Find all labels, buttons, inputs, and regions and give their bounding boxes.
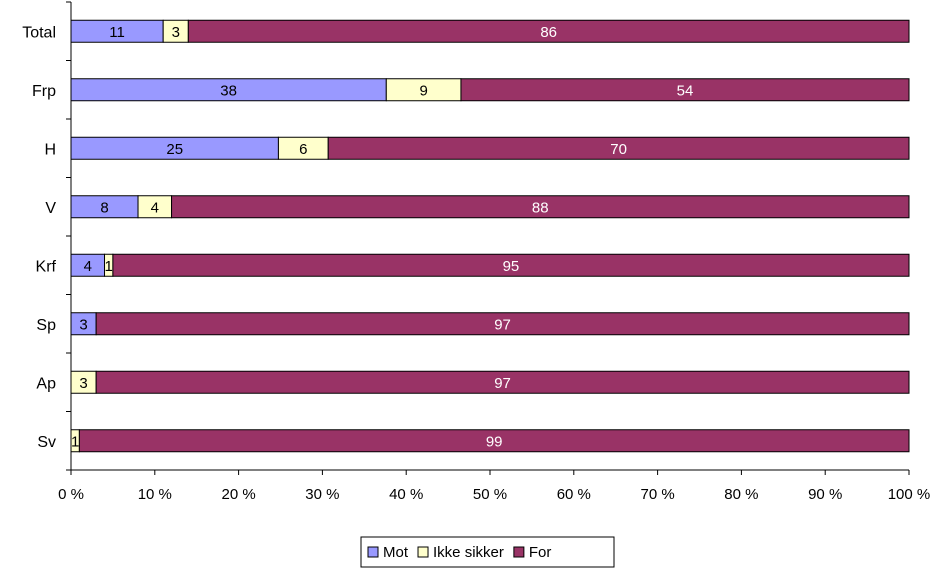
legend-swatch	[513, 546, 525, 558]
bar-segment	[95, 370, 910, 394]
data-label: 88	[532, 199, 549, 216]
data-label: 86	[540, 24, 557, 41]
x-tick-label: 30 %	[305, 486, 339, 503]
category-label: H	[44, 141, 56, 158]
legend-label: For	[529, 544, 552, 561]
bar-segment	[327, 136, 910, 160]
axes-layer: Total Frp H V Krf Sp Ap Sv 0 % 10 % 20 % 30 % 40 % 50…	[22, 1, 931, 503]
x-tick-label: 80 %	[724, 486, 758, 503]
data-label: 54	[677, 82, 694, 99]
data-label: 1	[71, 433, 79, 450]
category-label: V	[45, 200, 56, 217]
x-tick-label: 0 %	[58, 486, 84, 503]
category-label: Sv	[37, 434, 56, 451]
category-label: Ap	[36, 375, 56, 392]
category-label: Frp	[32, 83, 56, 100]
data-label: 97	[494, 316, 511, 333]
legend: Mot Ikke sikker For	[360, 536, 615, 568]
bar-segment	[112, 253, 910, 277]
x-tick-label: 90 %	[808, 486, 842, 503]
bar-segment	[187, 19, 910, 43]
data-label: 4	[151, 199, 159, 216]
data-label: 6	[299, 141, 307, 158]
x-tick-label: 70 %	[640, 486, 674, 503]
data-label: 99	[486, 433, 503, 450]
data-label: 3	[172, 24, 180, 41]
data-label: 9	[419, 82, 427, 99]
data-label: 4	[84, 258, 92, 275]
data-label: 11	[109, 24, 125, 41]
data-label: 1	[105, 258, 113, 275]
x-tick-label: 50 %	[473, 486, 507, 503]
data-label: 8	[100, 199, 108, 216]
x-tick-label: 60 %	[557, 486, 591, 503]
data-label: 70	[610, 141, 627, 158]
data-label: 95	[503, 258, 520, 275]
category-label: Total	[22, 24, 56, 41]
x-tick-label: 20 %	[221, 486, 255, 503]
legend-label: Ikke sikker	[433, 544, 504, 561]
category-label: Sp	[36, 317, 56, 334]
bar-segment	[171, 195, 910, 219]
x-tick-label: 100 %	[888, 486, 931, 503]
legend-swatch	[417, 546, 429, 558]
data-label: 97	[494, 375, 511, 392]
bar-segment	[95, 312, 910, 336]
bar-segment	[78, 429, 910, 453]
bar-segment	[460, 78, 910, 102]
legend-swatch	[367, 546, 379, 558]
legend-box	[360, 536, 615, 568]
x-tick-label: 10 %	[138, 486, 172, 503]
data-label: 38	[220, 82, 237, 99]
x-tick-label: 40 %	[389, 486, 423, 503]
legend-label: Mot	[383, 544, 409, 561]
category-label: Krf	[36, 258, 57, 275]
data-label: 3	[79, 316, 87, 333]
data-label: 3	[79, 375, 87, 392]
data-label: 25	[166, 141, 183, 158]
